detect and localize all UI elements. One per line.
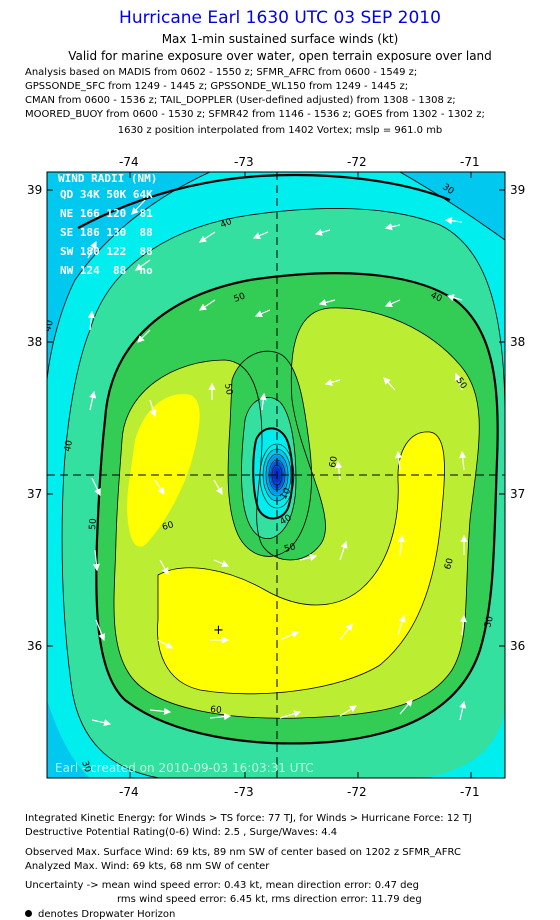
analyzed-max-line: Analyzed Max. Wind: 69 kts, 68 nm SW of … [25,861,270,872]
lat-tick-label: 37 [510,487,525,501]
contour-label: 50 [88,518,99,531]
contour-label: 50 [222,383,234,396]
contour-label: 50 [283,542,297,555]
contour-label: 60 [210,705,223,716]
plot-frame [46,171,506,779]
dropsonde-symbol-icon [25,910,32,917]
contour-label: 40 [43,319,56,333]
wind-band-below-30-ne [400,172,505,240]
analysis-line: GPSSONDE_SFC from 1249 - 1445 z; GPSSOND… [25,81,409,92]
ike-line: Integrated Kinetic Energy: for Winds > T… [25,813,472,824]
wind-radii-row-sw: SW 180 122 88 [60,245,153,258]
contour-label: 60 [328,455,340,468]
analysis-line: CMAN from 0600 - 1536 z; TAIL_DOPPLER (U… [25,95,456,106]
uncertainty-rms-line: rms wind speed error: 6.45 kt, rms direc… [117,894,422,905]
contour-label: 30 [79,760,92,774]
lat-tick-label: 36 [27,639,42,653]
wind-radii-header: QD 34K 50K 64K [60,188,153,201]
lat-tick-label: 37 [27,487,42,501]
wind-field-map: 30 40 40 40 40 50 50 50 50 50 60 60 60 6… [27,155,525,799]
lat-tick-label: 39 [510,183,525,197]
analysis-line: Analysis based on MADIS from 0602 - 1550… [25,67,418,78]
lon-tick-label: -71 [460,785,480,799]
contour-label: 50 [483,615,496,629]
contour-30-heavy [77,173,451,229]
lon-tick-label: -74 [119,785,139,799]
wind-radii-row-nw: NW 124 88 no [60,264,153,277]
position-note: 1630 z position interpolated from 1402 V… [117,125,443,136]
lat-tick-label: 38 [27,335,42,349]
lon-tick-label: -73 [234,785,254,799]
wind-radii-row-ne: NE 166 120 81 [60,207,153,220]
wind-radii-title: WIND RADII (NM) [58,172,157,185]
wind-vectors [87,199,468,727]
dpr-line: Destructive Potential Rating(0-6) Wind: … [25,827,338,838]
wind-band-max-west [127,394,200,547]
contour-label: 60 [443,557,456,571]
wind-field-plot: 30 40 40 40 40 50 50 50 50 50 60 60 60 6… [43,172,505,778]
map-title: Hurricane Earl 1630 UTC 03 SEP 2010 [119,8,441,28]
validity-note: Valid for marine exposure over water, op… [68,49,492,63]
analysis-line: MOORED_BUOY from 0600 - 1530 z; SFMR42 f… [25,109,485,120]
axis-ticks [47,172,505,778]
lon-tick-label: -73 [234,155,254,169]
observed-max-line: Observed Max. Surface Wind: 69 kts, 89 n… [25,847,461,858]
lon-tick-label: -74 [119,155,139,169]
wind-radii-row-se: SE 186 130 88 [60,226,153,239]
contour-label: 50 [233,291,247,304]
lat-tick-label: 39 [27,183,42,197]
contour-eye-heavy [252,427,294,520]
map-subtitle: Max 1-min sustained surface winds (kt) [161,32,399,46]
contour-lines [47,172,505,778]
contour-label: 40 [219,217,234,231]
lon-tick-label: -72 [347,785,367,799]
contour-label: 40 [429,291,444,305]
wind-band-max [157,431,445,694]
lat-tick-label: 36 [510,639,525,653]
contour-label: 60 [161,520,175,533]
uncertainty-line: Uncertainty -> mean wind speed error: 0.… [25,880,420,891]
wind-radii-table: WIND RADII (NM) QD 34K 50K 64K NE 166 12… [58,172,157,277]
lat-tick-label: 38 [510,335,525,349]
max-wind-marker: + [213,623,224,638]
wind-band-below-30-sw [47,700,90,778]
creation-watermark: Earl - created on 2010-09-03 16:03:31 UT… [55,761,314,775]
lon-tick-label: -71 [460,155,480,169]
lon-tick-label: -72 [347,155,367,169]
contour-label: 40 [63,439,75,452]
